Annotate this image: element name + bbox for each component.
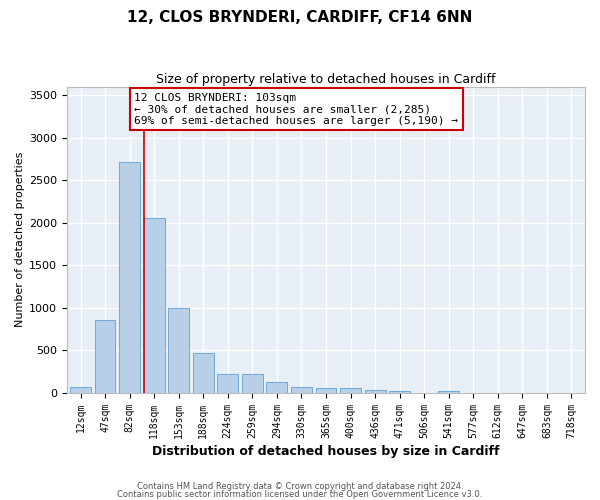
Bar xyxy=(193,354,214,393)
Bar xyxy=(242,374,263,392)
Bar xyxy=(168,308,189,392)
Text: 12, CLOS BRYNDERI, CARDIFF, CF14 6NN: 12, CLOS BRYNDERI, CARDIFF, CF14 6NN xyxy=(127,10,473,25)
Bar xyxy=(340,388,361,392)
Title: Size of property relative to detached houses in Cardiff: Size of property relative to detached ho… xyxy=(156,72,496,86)
X-axis label: Distribution of detached houses by size in Cardiff: Distribution of detached houses by size … xyxy=(152,444,500,458)
Bar xyxy=(266,382,287,392)
Bar xyxy=(144,218,164,392)
Bar xyxy=(291,388,312,392)
Bar xyxy=(316,388,337,392)
Text: 12 CLOS BRYNDERI: 103sqm
← 30% of detached houses are smaller (2,285)
69% of sem: 12 CLOS BRYNDERI: 103sqm ← 30% of detach… xyxy=(134,93,458,126)
Bar xyxy=(217,374,238,392)
Y-axis label: Number of detached properties: Number of detached properties xyxy=(15,152,25,328)
Text: Contains public sector information licensed under the Open Government Licence v3: Contains public sector information licen… xyxy=(118,490,482,499)
Bar xyxy=(439,391,459,392)
Bar xyxy=(70,388,91,392)
Bar xyxy=(365,390,386,392)
Bar xyxy=(119,162,140,392)
Bar xyxy=(389,391,410,392)
Bar xyxy=(95,320,115,392)
Text: Contains HM Land Registry data © Crown copyright and database right 2024.: Contains HM Land Registry data © Crown c… xyxy=(137,482,463,491)
